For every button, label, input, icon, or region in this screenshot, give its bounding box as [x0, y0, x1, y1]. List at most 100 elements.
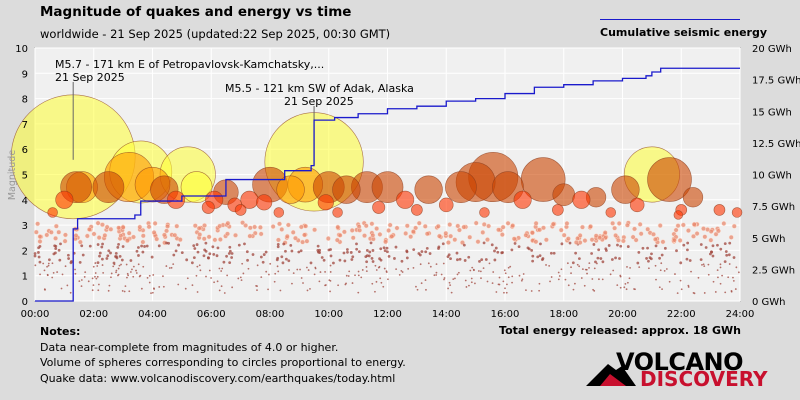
small-quake-dot: [708, 237, 714, 243]
small-quake-dot: [324, 284, 326, 287]
small-quake-dot: [217, 223, 223, 229]
small-quake-dot: [619, 275, 622, 278]
small-quake-dot: [80, 244, 84, 248]
small-quake-dot: [719, 282, 722, 285]
small-quake-dot: [731, 223, 737, 229]
small-quake-dot: [591, 278, 594, 280]
quake-bubble: [513, 190, 532, 209]
small-quake-dot: [480, 277, 482, 280]
quake-bubble: [317, 194, 334, 211]
small-quake-dot: [137, 246, 140, 249]
small-quake-dot: [371, 260, 375, 263]
small-quake-dot: [267, 288, 269, 291]
small-quake-dot: [52, 252, 56, 256]
small-quake-dot: [265, 270, 268, 273]
quake-bubble: [552, 183, 576, 207]
small-quake-dot: [350, 235, 356, 241]
small-quake-dot: [626, 281, 629, 284]
small-quake-dot: [291, 282, 293, 285]
small-quake-dot: [123, 290, 126, 293]
small-quake-dot: [165, 223, 171, 229]
small-quake-dot: [558, 275, 561, 277]
small-quake-dot: [66, 253, 70, 257]
small-quake-dot: [369, 241, 373, 245]
small-quake-dot: [357, 250, 361, 254]
small-quake-dot: [150, 292, 152, 295]
small-quake-dot: [96, 243, 100, 246]
small-quake-dot: [572, 288, 575, 291]
small-quake-dot: [64, 265, 67, 268]
small-quake-dot: [521, 278, 524, 281]
small-quake-dot: [676, 292, 679, 295]
small-quake-dot: [628, 277, 631, 280]
small-quake-dot: [226, 274, 229, 277]
small-quake-dot: [81, 253, 85, 257]
small-quake-dot: [98, 251, 102, 255]
quake-bubble: [629, 197, 645, 213]
small-quake-dot: [77, 239, 83, 245]
small-quake-dot: [445, 240, 451, 245]
small-quake-dot: [560, 242, 564, 246]
small-quake-dot: [121, 245, 125, 248]
small-quake-dot: [356, 224, 362, 230]
small-quake-dot: [557, 278, 560, 281]
small-quake-dot: [400, 269, 403, 272]
small-quake-dot: [538, 282, 541, 285]
annotation-date: 21 Sep 2025: [284, 95, 354, 108]
small-quake-dot: [202, 223, 207, 228]
small-quake-dot: [633, 237, 639, 243]
small-quake-dot: [191, 284, 194, 287]
small-quake-dot: [129, 259, 133, 262]
small-quake-dot: [418, 253, 422, 257]
small-quake-dot: [442, 262, 445, 265]
small-quake-dot: [193, 247, 197, 250]
small-quake-dot: [277, 221, 282, 227]
small-quake-dot: [125, 263, 128, 266]
small-quake-dot: [588, 224, 594, 229]
quake-bubble: [372, 200, 386, 214]
small-quake-dot: [723, 242, 727, 246]
small-quake-dot: [218, 289, 221, 292]
small-quake-dot: [243, 242, 246, 246]
small-quake-dot: [115, 269, 118, 272]
annotation-label: M5.5 - 121 km SW of Adak, Alaska: [225, 82, 414, 95]
small-quake-dot: [663, 269, 666, 272]
small-quake-dot: [177, 283, 180, 286]
small-quake-dot: [685, 257, 689, 261]
small-quake-dot: [304, 238, 310, 244]
small-quake-dot: [481, 221, 487, 227]
small-quake-dot: [486, 223, 492, 229]
small-quake-dot: [154, 236, 160, 242]
small-quake-dot: [343, 259, 347, 263]
small-quake-dot: [525, 289, 527, 292]
small-quake-dot: [626, 266, 628, 268]
small-quake-dot: [530, 290, 533, 292]
small-quake-dot: [496, 250, 500, 254]
x-tick-label: 00:00: [21, 309, 50, 320]
small-quake-dot: [537, 227, 543, 233]
small-quake-dot: [507, 276, 510, 279]
small-quake-dot: [132, 265, 135, 268]
small-quake-dot: [228, 249, 232, 253]
small-quake-dot: [638, 231, 644, 237]
small-quake-dot: [458, 257, 462, 261]
small-quake-dot: [348, 270, 351, 273]
small-quake-dot: [62, 232, 68, 238]
small-quake-dot: [385, 246, 389, 250]
small-quake-dot: [84, 271, 87, 274]
small-quake-dot: [80, 285, 83, 288]
small-quake-dot: [196, 250, 200, 254]
small-quake-dot: [471, 266, 474, 269]
small-quake-dot: [54, 247, 58, 251]
small-quake-dot: [715, 228, 721, 234]
small-quake-dot: [196, 265, 199, 268]
small-quake-dot: [691, 233, 696, 239]
volcanodiscovery-logo[interactable]: VOLCANO DISCOVERY: [586, 350, 776, 390]
small-quake-dot: [536, 255, 540, 259]
small-quake-dot: [630, 234, 636, 240]
small-quake-dot: [714, 291, 717, 293]
logo-word-discovery: DISCOVERY: [640, 367, 768, 391]
small-quake-dot: [447, 287, 449, 290]
small-quake-dot: [389, 233, 395, 239]
small-quake-dot: [727, 253, 731, 257]
